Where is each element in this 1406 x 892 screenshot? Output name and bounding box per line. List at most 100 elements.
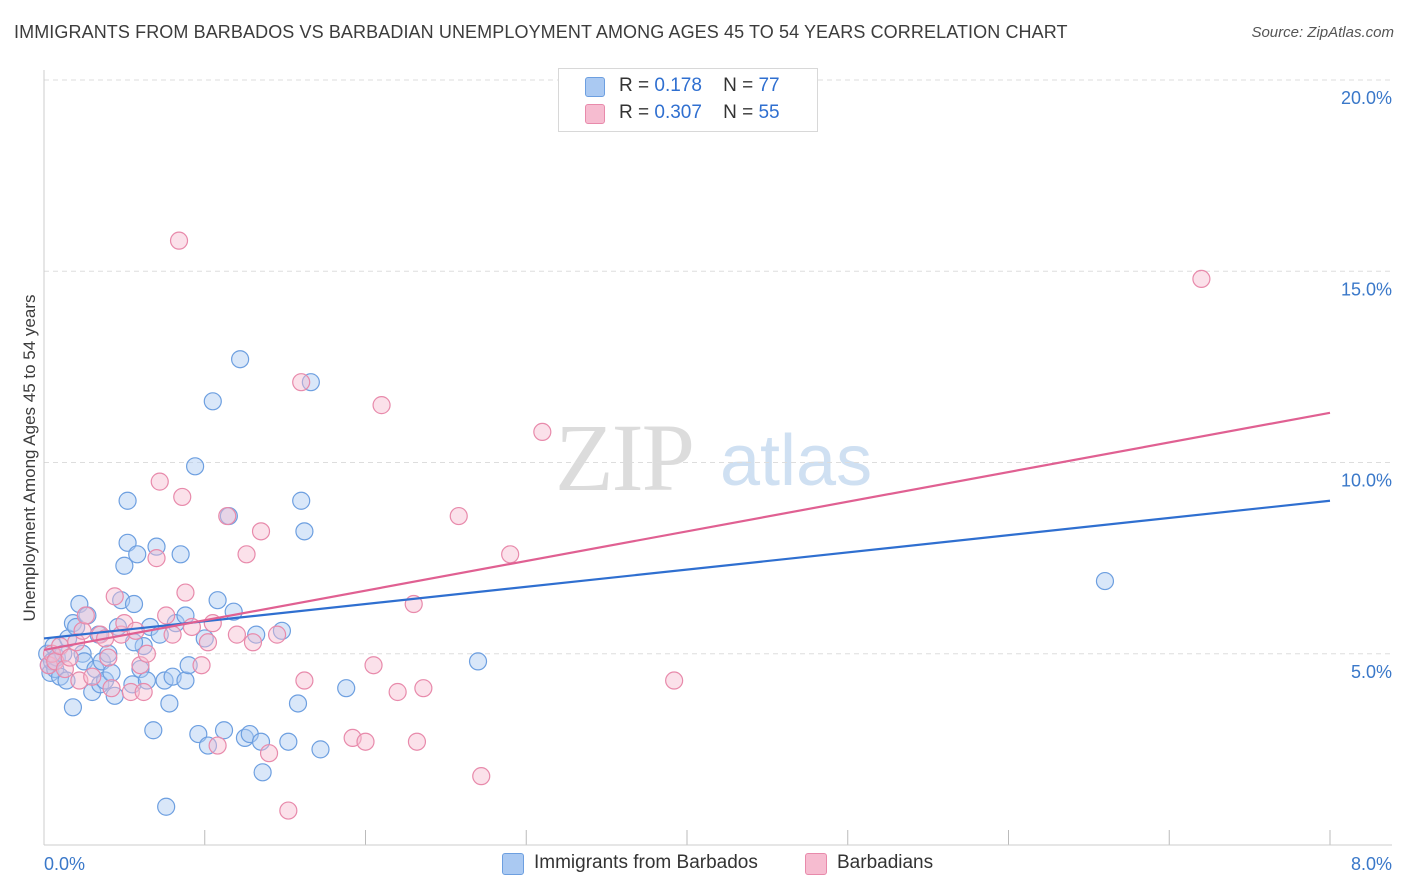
- y-tick-label: 5.0%: [1351, 662, 1392, 682]
- data-point-blue: [301, 373, 320, 392]
- data-point-pink: [176, 583, 195, 602]
- legend-n-label: N =: [723, 75, 754, 96]
- legend-r-value-blue: 0.178: [654, 75, 702, 96]
- data-point-pink: [279, 801, 298, 820]
- data-point-blue: [468, 652, 488, 671]
- data-point-pink: [356, 732, 375, 751]
- chart-source: Source: ZipAtlas.com: [1251, 24, 1394, 41]
- legend-n-value-pink: 55: [758, 102, 780, 123]
- data-point-pink: [237, 545, 256, 564]
- data-point-pink: [137, 644, 156, 663]
- data-point-pink: [1192, 269, 1211, 288]
- watermark-zip: ZIP: [555, 404, 695, 511]
- axis-layer: [43, 70, 1392, 846]
- data-point-pink: [533, 422, 552, 441]
- y-tick-label: 20.0%: [1341, 88, 1392, 108]
- data-point-blue: [157, 797, 176, 816]
- legend-r-label: R =: [619, 102, 650, 123]
- data-point-blue: [279, 732, 298, 751]
- data-point-blue: [292, 491, 311, 510]
- data-point-pink: [126, 621, 145, 640]
- data-point-pink: [372, 396, 391, 415]
- data-point-pink: [364, 656, 383, 675]
- data-point-pink: [121, 682, 140, 702]
- data-point-pink: [208, 736, 227, 755]
- data-point-pink: [295, 671, 314, 690]
- points-layer: [38, 231, 1211, 820]
- legend-text-pink: R = 0.307 N = 55: [619, 102, 780, 124]
- data-point-blue: [311, 740, 330, 759]
- watermark-atlas: atlas: [720, 421, 873, 501]
- data-point-pink: [192, 656, 211, 675]
- series-label-blue: Immigrants from Barbados: [534, 852, 758, 873]
- correlation-legend: R = 0.178 N = 77 R = 0.307 N = 55: [558, 68, 818, 132]
- data-point-pink: [259, 744, 279, 763]
- x-tick-label: 0.0%: [44, 854, 85, 874]
- data-point-pink: [665, 671, 684, 690]
- data-point-pink: [251, 522, 271, 541]
- data-point-pink: [131, 656, 150, 675]
- data-point-blue: [231, 350, 250, 369]
- data-point-pink: [73, 621, 92, 640]
- data-point-blue: [160, 694, 179, 713]
- data-point-blue: [295, 522, 314, 541]
- data-point-blue: [288, 694, 308, 713]
- data-point-pink: [55, 659, 74, 679]
- data-point-pink: [218, 506, 237, 526]
- data-point-pink: [150, 472, 169, 491]
- data-point-pink: [83, 667, 102, 686]
- y-tick-label: 15.0%: [1341, 279, 1392, 299]
- data-point-blue: [57, 671, 76, 690]
- label-layer: 5.0% 10.0% 15.0% 20.0% 0.0% 8.0%: [44, 88, 1392, 874]
- data-point-blue: [198, 736, 218, 755]
- data-point-blue: [176, 671, 195, 690]
- series-swatch-pink: [805, 853, 827, 875]
- data-point-blue: [99, 644, 118, 663]
- data-point-pink: [157, 606, 176, 625]
- data-point-pink: [198, 633, 218, 652]
- data-point-pink: [173, 487, 192, 507]
- data-point-blue: [137, 671, 156, 690]
- data-point-blue: [253, 763, 272, 782]
- data-point-pink: [147, 549, 166, 568]
- data-point-blue: [214, 721, 234, 740]
- data-point-pink: [267, 625, 287, 644]
- series-swatch-blue: [502, 853, 524, 875]
- legend-r-value-pink: 0.307: [654, 102, 702, 123]
- data-point-blue: [102, 663, 121, 682]
- data-point-blue: [124, 594, 144, 614]
- data-point-pink: [292, 373, 311, 392]
- legend-n-label: N =: [723, 102, 754, 123]
- y-axis-title: Unemployment Among Ages 45 to 54 years: [20, 294, 39, 622]
- data-point-blue: [128, 545, 147, 564]
- legend-swatch-blue: [585, 77, 605, 97]
- chart-title: IMMIGRANTS FROM BARBADOS VS BARBADIAN UN…: [14, 22, 1068, 42]
- data-point-pink: [472, 767, 491, 786]
- data-point-blue: [171, 545, 190, 564]
- data-point-pink: [243, 633, 263, 652]
- legend-text-blue: R = 0.178 N = 77: [619, 75, 780, 97]
- data-point-pink: [169, 231, 189, 250]
- data-point-blue: [118, 491, 137, 510]
- data-point-pink: [227, 625, 246, 644]
- data-point-blue: [337, 679, 356, 698]
- data-point-blue: [208, 591, 227, 610]
- data-point-pink: [76, 606, 95, 625]
- x-tick-label: 8.0%: [1351, 854, 1392, 874]
- trend-line-blue: [43, 499, 1331, 640]
- data-point-pink: [501, 545, 520, 564]
- legend-n-value-blue: 77: [758, 75, 780, 96]
- data-point-pink: [102, 679, 121, 698]
- data-point-pink: [388, 682, 407, 702]
- y-tick-label: 10.0%: [1341, 471, 1392, 491]
- data-point-pink: [99, 648, 118, 667]
- data-point-blue: [144, 721, 163, 740]
- series-label-pink: Barbadians: [837, 852, 934, 873]
- data-point-pink: [163, 625, 182, 644]
- trend-line-pink: [43, 411, 1331, 652]
- data-point-pink: [134, 682, 153, 702]
- data-point-blue: [131, 659, 150, 679]
- legend-r-label: R =: [619, 75, 650, 96]
- data-point-blue: [63, 698, 83, 717]
